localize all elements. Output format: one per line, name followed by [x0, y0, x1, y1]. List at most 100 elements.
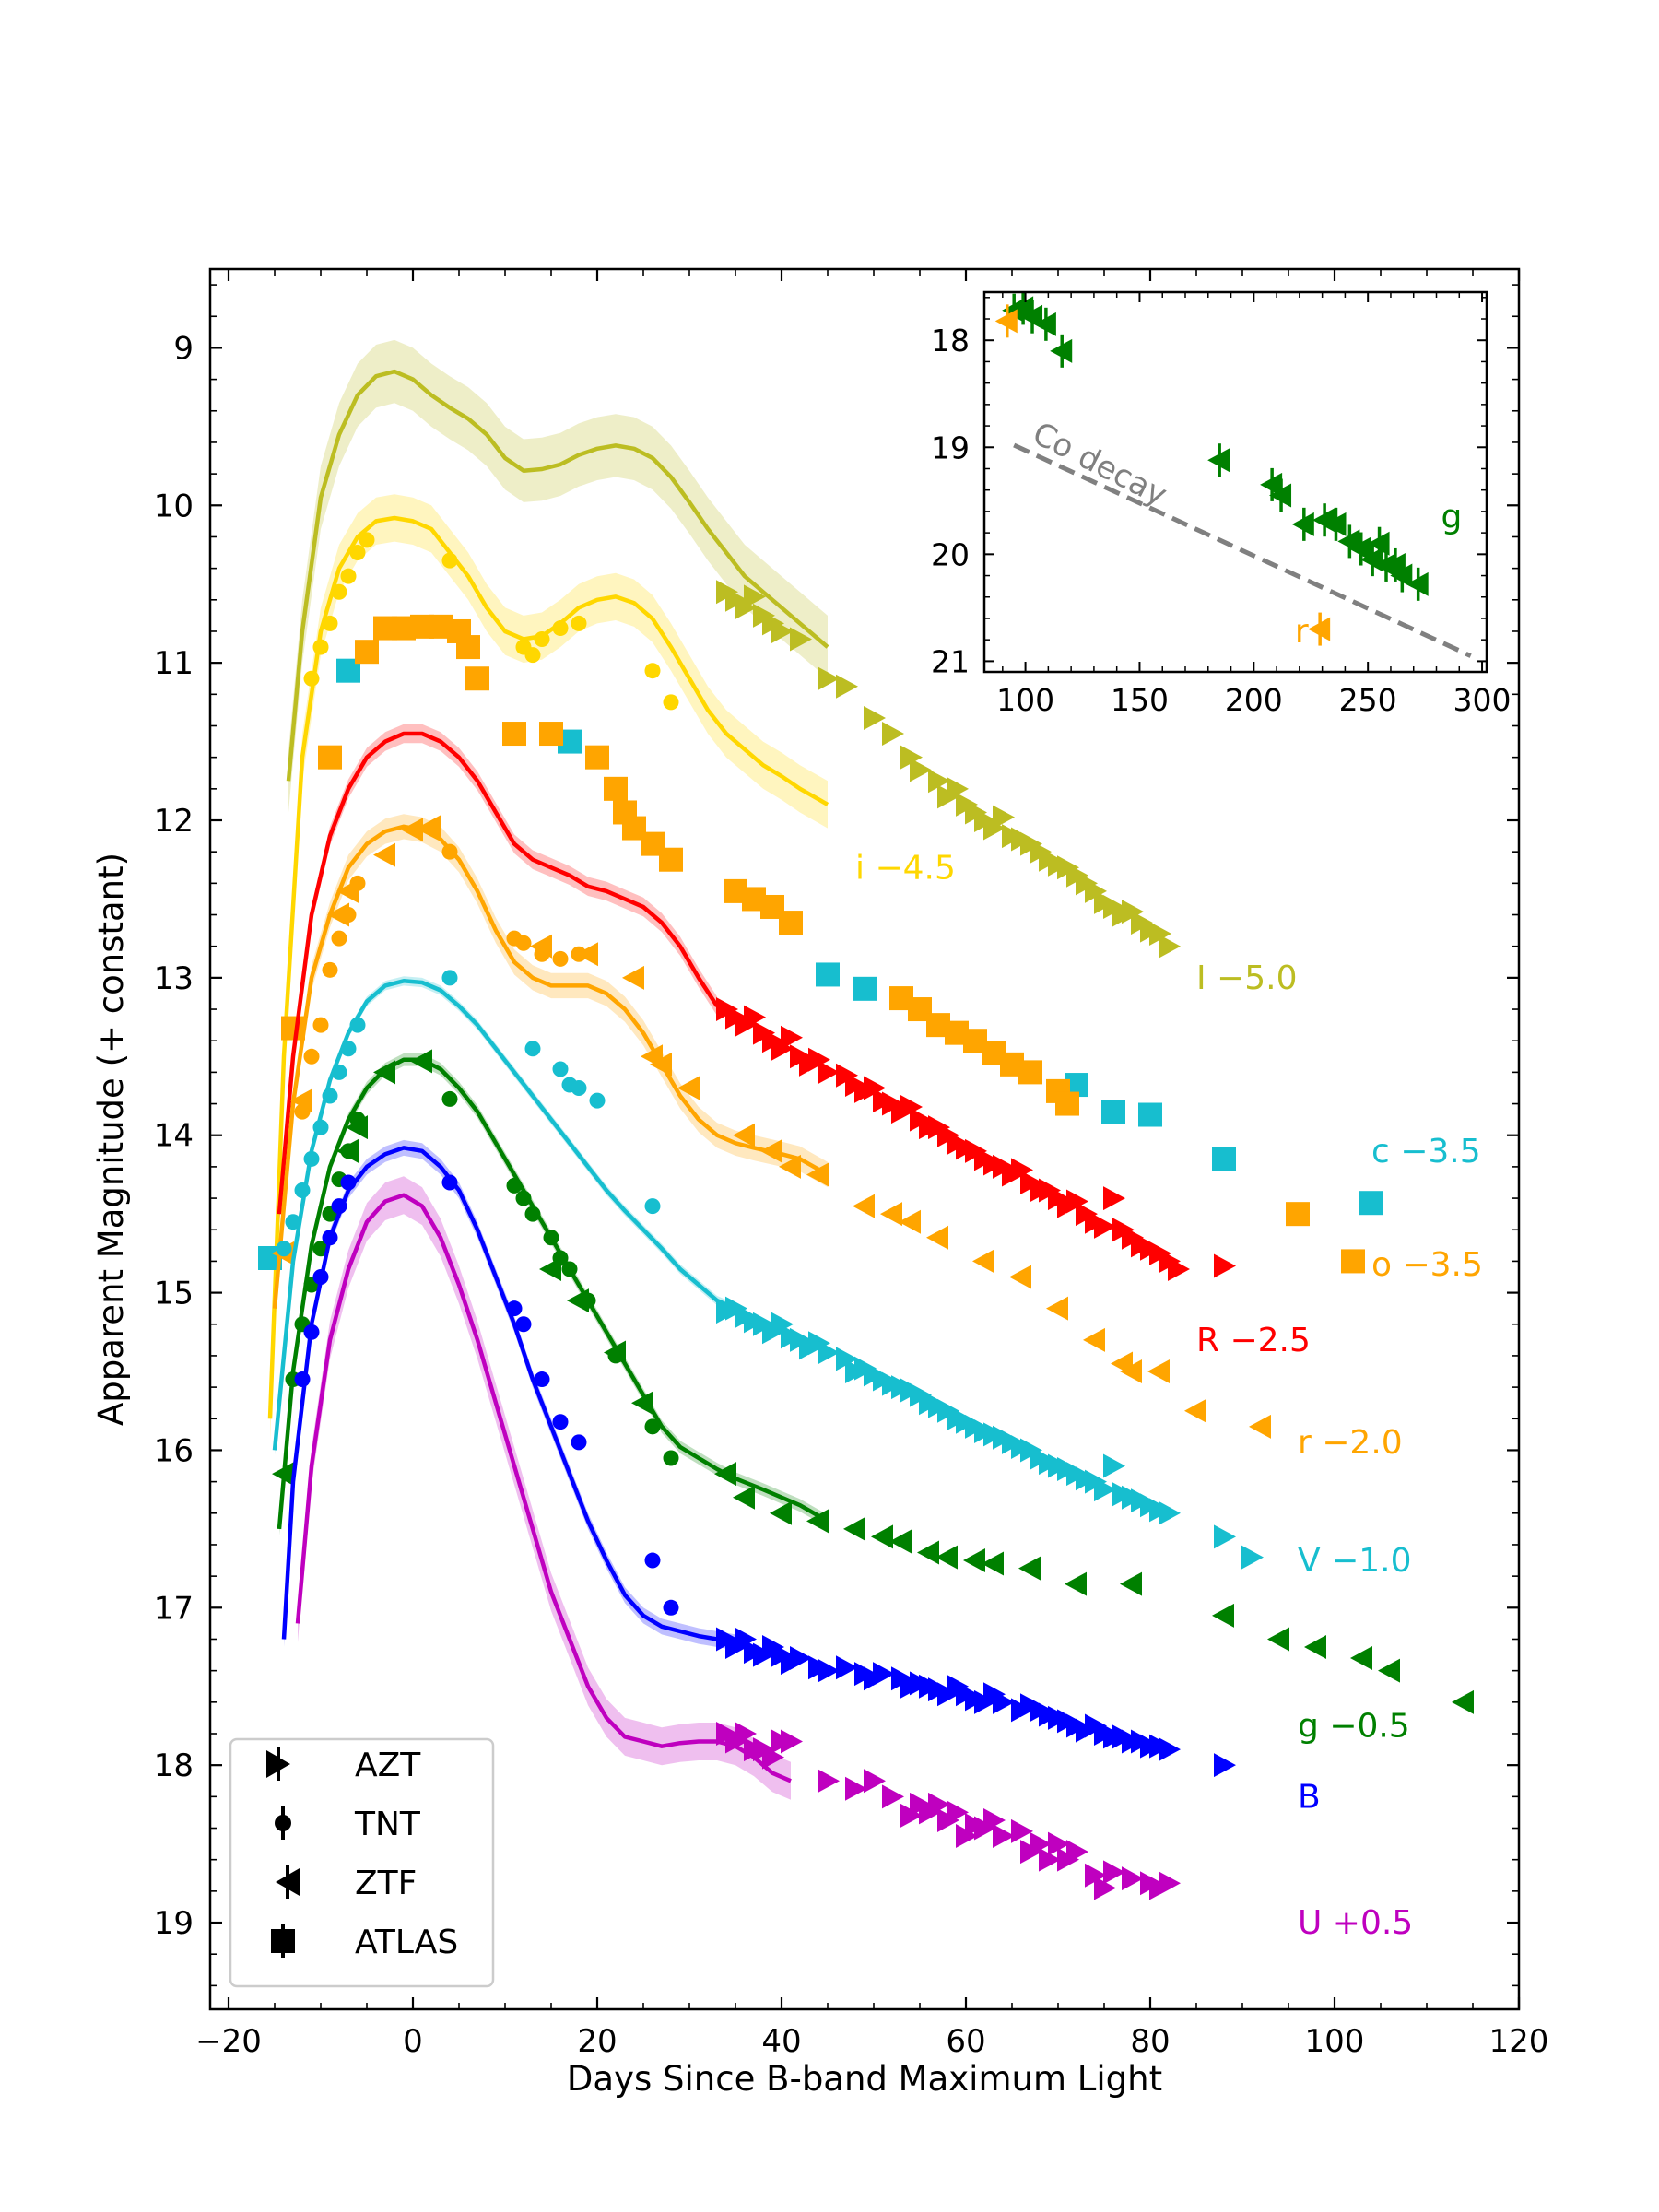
inset-ztf-point: [1390, 563, 1413, 588]
azt-point: [818, 1060, 840, 1085]
tnt-point: [441, 843, 458, 860]
azt-point: [1094, 1214, 1116, 1239]
main-ticks: −20 0 20 40 60 80 100 120 9 10 11 12 13 14 15 16 17 18 19: [154, 269, 1548, 2060]
inset-ztf-point: [1308, 617, 1331, 641]
legend-box: [229, 1737, 495, 1988]
fit-uncertainty-band: [288, 339, 828, 813]
ztf-point: [982, 1551, 1004, 1576]
ztf-point: [806, 1509, 829, 1534]
ztf-point: [733, 1123, 755, 1147]
tnt-point: [524, 1206, 541, 1222]
ztf-point: [889, 1529, 912, 1554]
ztf-point: [1350, 1645, 1372, 1670]
ztf-point: [1212, 1603, 1234, 1628]
inset-series-r: [994, 304, 1331, 646]
series-V: [272, 970, 1264, 1570]
fit-curve: [286, 369, 830, 782]
series-r: [272, 814, 1271, 1439]
ztf-point: [677, 1076, 700, 1100]
ztf-point: [604, 1340, 626, 1365]
legend-label: TNT: [354, 1806, 421, 1843]
ztf-point: [714, 1462, 736, 1487]
tnt-point: [524, 1041, 541, 1057]
ztf-point: [899, 1209, 921, 1234]
inset-ticks: 100 150 200 250 300 18 19 20 21: [931, 292, 1512, 718]
series-B: [281, 1139, 1236, 1778]
tnt-point: [312, 1269, 329, 1286]
atlas-point: [1138, 1102, 1162, 1127]
azt-point: [836, 1655, 858, 1680]
legend-label: ZTF: [355, 1865, 417, 1902]
azt-point: [873, 1662, 895, 1687]
y-tick-label: 18: [154, 1747, 194, 1784]
ztf-point: [926, 1225, 948, 1250]
tnt-point: [515, 1316, 532, 1333]
atlas-point: [816, 962, 840, 987]
tnt-point: [294, 1182, 311, 1199]
tnt-point: [644, 1198, 661, 1215]
azt-point: [1214, 1524, 1236, 1549]
tnt-point: [276, 1241, 292, 1257]
inset-axes-frame: [982, 290, 1488, 674]
series-label-I: I −5.0: [1196, 959, 1297, 997]
tnt-point: [506, 1300, 523, 1317]
ztf-point: [1147, 1359, 1170, 1384]
inset-y-tick-label: 18: [931, 323, 970, 359]
tnt-point: [294, 1371, 311, 1388]
legend-entry-ztf: ZTF: [276, 1865, 417, 1902]
azt-point: [1122, 1866, 1144, 1891]
ztf-point: [650, 1052, 672, 1077]
series-o: [281, 614, 1365, 1274]
ztf-point: [1120, 1359, 1142, 1384]
tnt-point: [571, 1434, 587, 1451]
inset-x-tick-label: 300: [1453, 682, 1512, 718]
azt-point: [781, 1025, 803, 1050]
tnt-point: [515, 1190, 532, 1206]
tnt-point: [331, 1198, 347, 1215]
co-decay-line: [1013, 442, 1472, 658]
inset-ztf-point: [1406, 571, 1429, 596]
azt-point: [882, 1784, 904, 1809]
azt-point: [818, 1340, 840, 1365]
inset-series-g: [1002, 292, 1429, 601]
ztf-point: [1452, 1689, 1474, 1714]
azt-point: [1048, 1831, 1070, 1856]
inset-ztf-point: [1260, 472, 1283, 497]
tnt-point: [349, 545, 366, 561]
tnt-point: [331, 1064, 347, 1080]
atlas-point: [1341, 1249, 1365, 1274]
series-R: [276, 724, 1236, 1281]
azt-point: [771, 618, 794, 643]
azt-point: [808, 1047, 830, 1072]
legend-entry-azt: AZT: [266, 1747, 421, 1784]
main-axes-frame: [208, 267, 1521, 2011]
azt-point: [1066, 1840, 1088, 1865]
atlas-point: [355, 640, 379, 665]
main-plot-area: [258, 339, 1474, 1900]
atlas-point: [1286, 1202, 1310, 1227]
x-tick-label: 0: [403, 2023, 423, 2060]
atlas-point: [318, 745, 342, 770]
inset-x-tick-label: 150: [1111, 682, 1169, 718]
tnt-point: [322, 615, 338, 631]
azt-point: [864, 705, 886, 730]
tnt-point: [340, 1174, 357, 1191]
azt-point: [1039, 1847, 1061, 1872]
tnt-point: [331, 583, 347, 600]
tnt-point: [303, 670, 320, 687]
tnt-point: [312, 1017, 329, 1033]
tnt-point: [571, 615, 587, 631]
y-tick-label: 11: [154, 645, 194, 682]
ztf-point: [770, 1500, 792, 1525]
y-tick-label: 16: [154, 1432, 194, 1469]
ztf-point: [1304, 1635, 1326, 1660]
ztf-point: [373, 1060, 395, 1085]
ztf-point: [935, 1545, 958, 1570]
y-tick-label: 19: [154, 1905, 194, 1942]
azt-point: [818, 666, 840, 691]
ztf-point: [336, 878, 359, 903]
ztf-point: [539, 1256, 561, 1281]
ztf-point: [1267, 1627, 1289, 1652]
